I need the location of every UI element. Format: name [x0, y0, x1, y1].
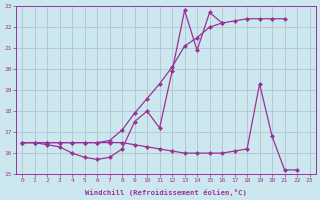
X-axis label: Windchill (Refroidissement éolien,°C): Windchill (Refroidissement éolien,°C) — [85, 189, 247, 196]
